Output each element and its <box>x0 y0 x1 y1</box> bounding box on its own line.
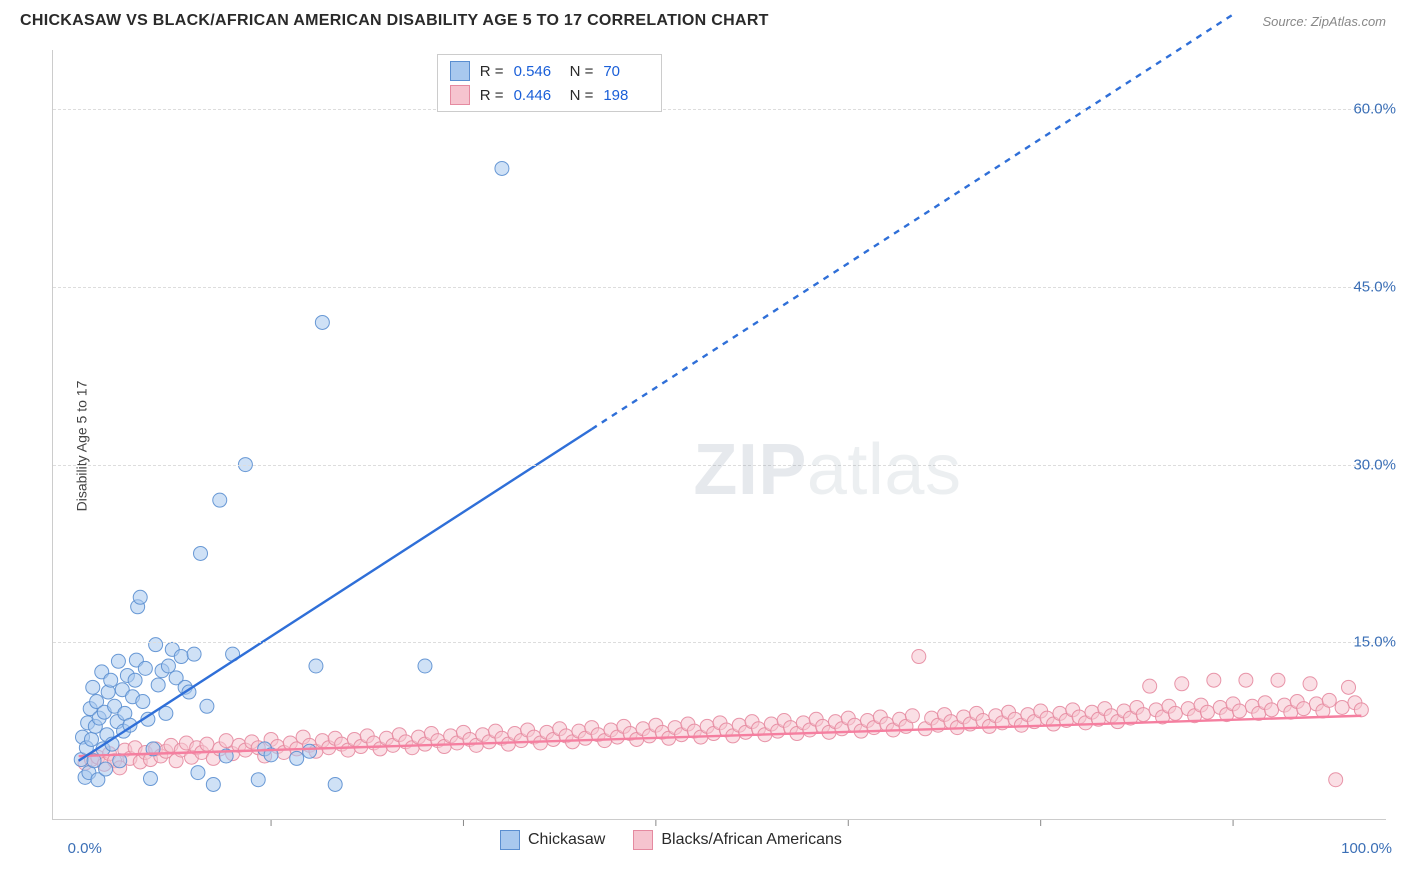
y-tick-label: 60.0% <box>1353 101 1396 118</box>
y-tick-label: 45.0% <box>1353 278 1396 295</box>
legend-item: Blacks/African Americans <box>633 830 842 850</box>
series-legend: Chickasaw Blacks/African Americans <box>500 830 842 850</box>
y-tick-label: 30.0% <box>1353 456 1396 473</box>
legend-row: R =0.546 N =70 <box>450 59 650 83</box>
x-tick-min: 0.0% <box>68 840 102 857</box>
legend-item: Chickasaw <box>500 830 605 850</box>
chart-svg <box>53 50 1386 819</box>
correlation-legend: R =0.546 N =70 R =0.446 N =198 <box>437 54 663 112</box>
chart-plot-area <box>52 50 1386 820</box>
chart-title: CHICKASAW VS BLACK/AFRICAN AMERICAN DISA… <box>20 12 769 30</box>
source-label: Source: ZipAtlas.com <box>1262 14 1386 29</box>
legend-row: R =0.446 N =198 <box>450 83 650 107</box>
x-tick-max: 100.0% <box>1341 840 1392 857</box>
y-tick-label: 15.0% <box>1353 634 1396 651</box>
